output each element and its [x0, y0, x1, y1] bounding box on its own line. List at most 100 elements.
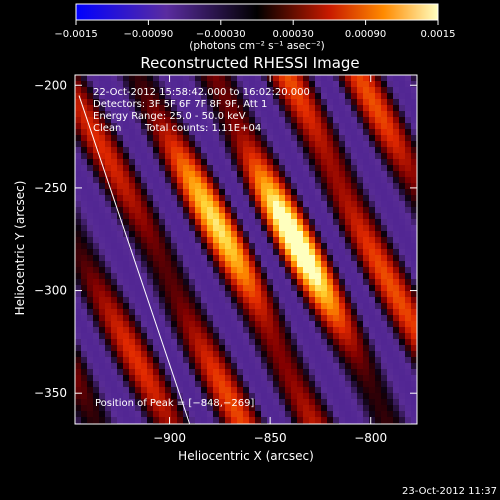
heatmap-cell	[99, 243, 105, 249]
heatmap-cell	[297, 231, 303, 237]
heatmap-cell	[237, 141, 243, 147]
heatmap-cell	[111, 285, 117, 291]
heatmap-cell	[81, 291, 87, 297]
heatmap-cell	[375, 201, 381, 207]
heatmap-cell	[171, 231, 177, 237]
heatmap-cell	[309, 417, 315, 423]
heatmap-cell	[183, 261, 189, 267]
heatmap-cell	[195, 399, 201, 405]
heatmap-cell	[195, 123, 201, 129]
heatmap-cell	[393, 117, 399, 123]
heatmap-cell	[207, 135, 213, 141]
heatmap-cell	[165, 387, 171, 393]
heatmap-cell	[225, 411, 231, 417]
heatmap-cell	[327, 165, 333, 171]
heatmap-cell	[339, 315, 345, 321]
heatmap-cell	[147, 111, 153, 117]
heatmap-cell	[231, 225, 237, 231]
heatmap-cell	[285, 393, 291, 399]
heatmap-cell	[183, 129, 189, 135]
heatmap-cell	[321, 357, 327, 363]
heatmap-cell	[273, 297, 279, 303]
heatmap-cell	[231, 285, 237, 291]
heatmap-cell	[363, 375, 369, 381]
y-tick-label: −350	[34, 386, 67, 400]
heatmap-cell	[381, 225, 387, 231]
heatmap-cell	[105, 249, 111, 255]
heatmap-cell	[93, 153, 99, 159]
heatmap-cell	[291, 177, 297, 183]
heatmap-cell	[129, 75, 135, 81]
heatmap-cell	[129, 153, 135, 159]
heatmap-cell	[393, 417, 399, 423]
heatmap-cell	[213, 249, 219, 255]
heatmap-cell	[387, 321, 393, 327]
heatmap-cell	[93, 219, 99, 225]
heatmap-cell	[267, 159, 273, 165]
heatmap-cell	[93, 279, 99, 285]
heatmap-cell	[81, 81, 87, 87]
heatmap-cell	[345, 153, 351, 159]
heatmap-cell	[375, 141, 381, 147]
heatmap-cell	[171, 345, 177, 351]
heatmap-cell	[285, 207, 291, 213]
heatmap-cell	[303, 123, 309, 129]
heatmap-cell	[357, 201, 363, 207]
heatmap-cell	[351, 243, 357, 249]
heatmap-cell	[261, 105, 267, 111]
heatmap-cell	[189, 129, 195, 135]
heatmap-cell	[135, 99, 141, 105]
heatmap-cell	[171, 213, 177, 219]
heatmap-cell	[363, 399, 369, 405]
heatmap-cell	[249, 81, 255, 87]
heatmap-cell	[129, 315, 135, 321]
heatmap-cell	[363, 279, 369, 285]
heatmap-cell	[303, 333, 309, 339]
annotation-time-range: 22-Oct-2012 15:58:42.000 to 16:02:20.000	[93, 87, 310, 98]
heatmap-cell	[357, 297, 363, 303]
heatmap-cell	[411, 213, 417, 219]
heatmap-cell	[213, 381, 219, 387]
heatmap-cell	[339, 249, 345, 255]
heatmap-cell	[225, 159, 231, 165]
heatmap-cell	[117, 249, 123, 255]
heatmap-cell	[201, 273, 207, 279]
heatmap-cell	[309, 171, 315, 177]
heatmap-cell	[381, 345, 387, 351]
heatmap-cell	[231, 405, 237, 411]
heatmap-cell	[303, 117, 309, 123]
heatmap-cell	[351, 177, 357, 183]
heatmap-cell	[231, 261, 237, 267]
heatmap-cell	[291, 327, 297, 333]
heatmap-cell	[381, 201, 387, 207]
heatmap-cell	[201, 201, 207, 207]
heatmap-cell	[75, 321, 81, 327]
heatmap-cell	[201, 99, 207, 105]
heatmap-cell	[153, 297, 159, 303]
heatmap-cell	[321, 111, 327, 117]
heatmap-cell	[177, 309, 183, 315]
heatmap-cell	[153, 219, 159, 225]
heatmap-cell	[297, 303, 303, 309]
heatmap-cell	[195, 369, 201, 375]
heatmap-cell	[165, 117, 171, 123]
heatmap-cell	[357, 333, 363, 339]
heatmap-cell	[141, 123, 147, 129]
heatmap-cell	[393, 99, 399, 105]
heatmap-cell	[207, 261, 213, 267]
heatmap-cell	[255, 327, 261, 333]
heatmap-cell	[135, 279, 141, 285]
heatmap-cell	[105, 207, 111, 213]
heatmap-cell	[201, 153, 207, 159]
heatmap-cell	[219, 159, 225, 165]
heatmap-cell	[351, 411, 357, 417]
heatmap-cell	[333, 357, 339, 363]
heatmap-cell	[369, 279, 375, 285]
heatmap-cell	[207, 369, 213, 375]
heatmap-cell	[87, 417, 93, 423]
heatmap-cell	[111, 351, 117, 357]
heatmap-cell	[405, 291, 411, 297]
heatmap-cell	[333, 87, 339, 93]
heatmap-cell	[405, 99, 411, 105]
heatmap-cell	[177, 189, 183, 195]
